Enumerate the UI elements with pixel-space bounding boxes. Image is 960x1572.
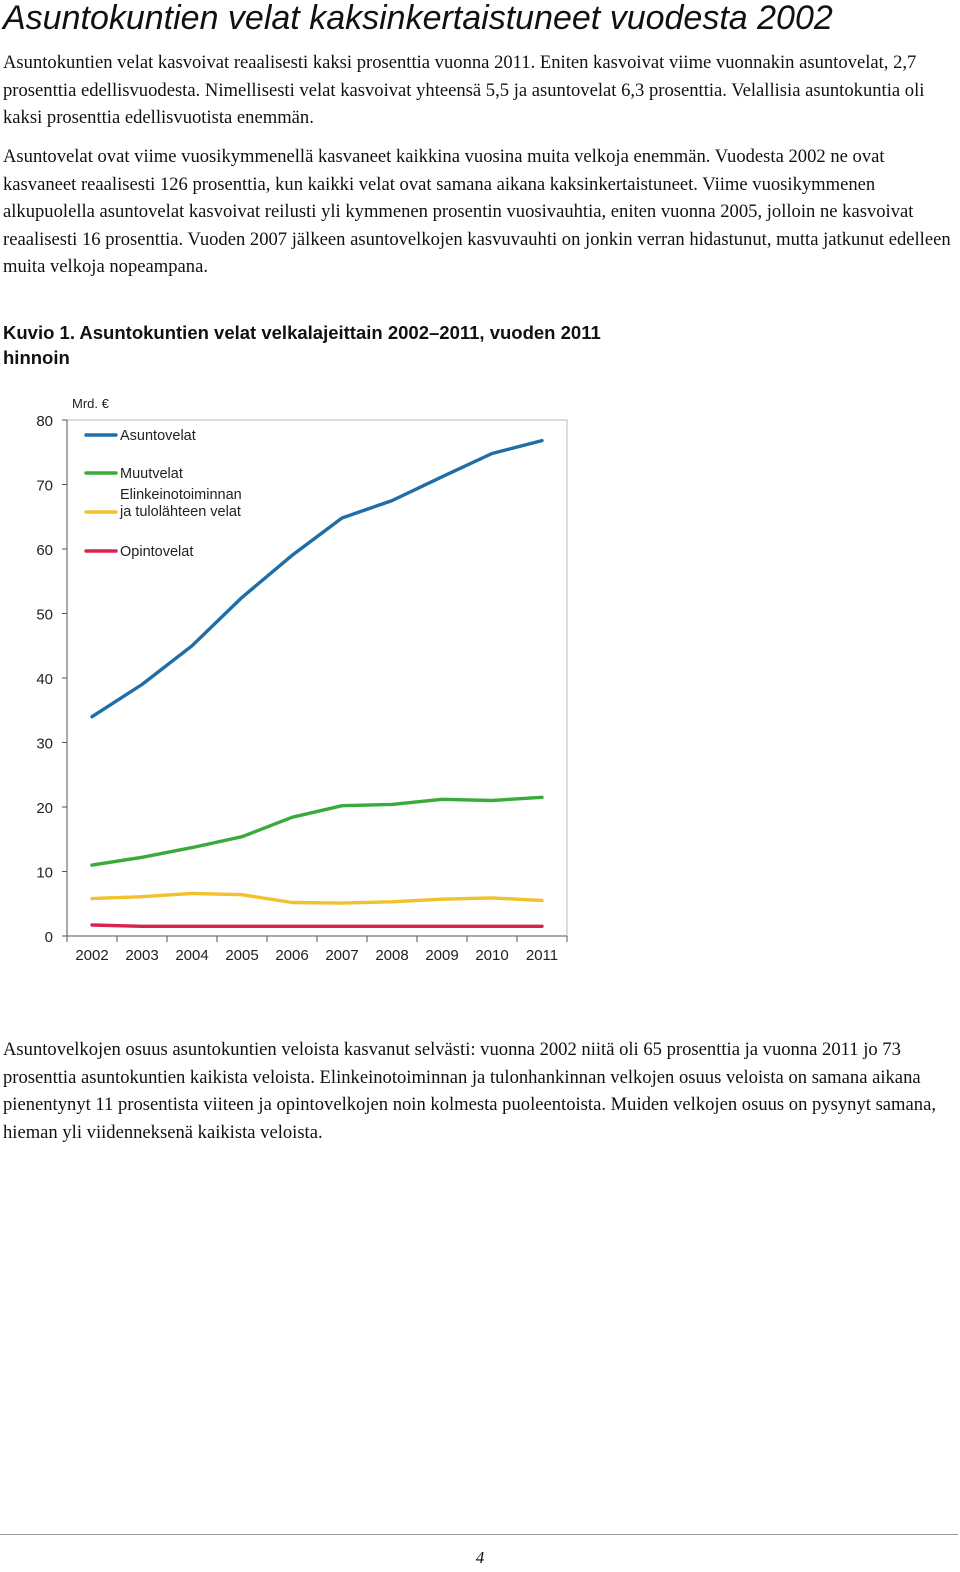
x-tick-label: 2008 xyxy=(375,947,408,964)
series-line-1 xyxy=(90,438,544,719)
x-axis: 2002 2003 2004 2005 2006 2007 2008 2009 2010 2011 xyxy=(66,935,568,964)
x-tick-label: 2004 xyxy=(175,947,208,964)
legend-label-3: Elinkeinotoiminnan ja tulolähteen velat xyxy=(119,487,242,520)
paragraph-growth: Asuntovelat ovat viime vuosikymmenellä k… xyxy=(3,146,951,277)
y-axis: 0 10 20 30 40 50 60 70 80 xyxy=(36,413,68,946)
y-tick-label: 60 xyxy=(36,542,53,559)
legend-label-2: Muutvelat xyxy=(120,466,183,482)
series-line-2 xyxy=(90,795,544,867)
y-tick-label: 40 xyxy=(36,671,53,688)
y-tick-label: 50 xyxy=(36,607,53,624)
legend-label-4: Opintovelat xyxy=(120,544,193,560)
page-number: 4 xyxy=(475,1548,485,1567)
x-tick-label: 2011 xyxy=(526,947,558,964)
series-lines xyxy=(90,438,544,928)
series-line-4 xyxy=(90,923,544,928)
chart-legend: Asuntovelat Muutvelat Elinkeinotoiminnan ja… xyxy=(84,428,242,560)
x-tick-label: 2005 xyxy=(225,947,258,964)
figure-caption: Kuvio 1. Asuntokuntien velat velkalajeit… xyxy=(3,320,683,370)
x-tick-label: 2002 xyxy=(75,947,108,964)
page-title: Asuntokuntien velat kaksinkertaistuneet … xyxy=(3,0,833,37)
y-tick-label: 20 xyxy=(36,800,53,817)
y-tick-label: 10 xyxy=(36,865,53,882)
figure-caption-line1: Kuvio 1. Asuntokuntien velat velkalajeit… xyxy=(3,322,601,343)
paragraph-intro: Asuntokuntien velat kasvoivat reaalisest… xyxy=(3,52,925,128)
x-tick-label: 2006 xyxy=(275,947,308,964)
x-tick-label: 2009 xyxy=(425,947,458,964)
y-tick-label: 70 xyxy=(36,478,53,495)
x-tick-label: 2007 xyxy=(325,947,358,964)
paragraph-shares: Asuntovelkojen osuus asuntokuntien veloi… xyxy=(3,1039,936,1143)
x-tick-label: 2003 xyxy=(125,947,158,964)
y-axis-label: Mrd. € xyxy=(72,396,110,411)
y-tick-label: 0 xyxy=(45,929,53,946)
figure-caption-line2: hinnoin xyxy=(3,347,70,368)
series-line-3 xyxy=(90,891,544,905)
y-tick-label: 30 xyxy=(36,736,53,753)
legend-label-1: Asuntovelat xyxy=(120,428,196,444)
footer-rule xyxy=(0,1534,958,1535)
x-tick-label: 2010 xyxy=(475,947,508,964)
y-tick-label: 80 xyxy=(36,413,53,430)
